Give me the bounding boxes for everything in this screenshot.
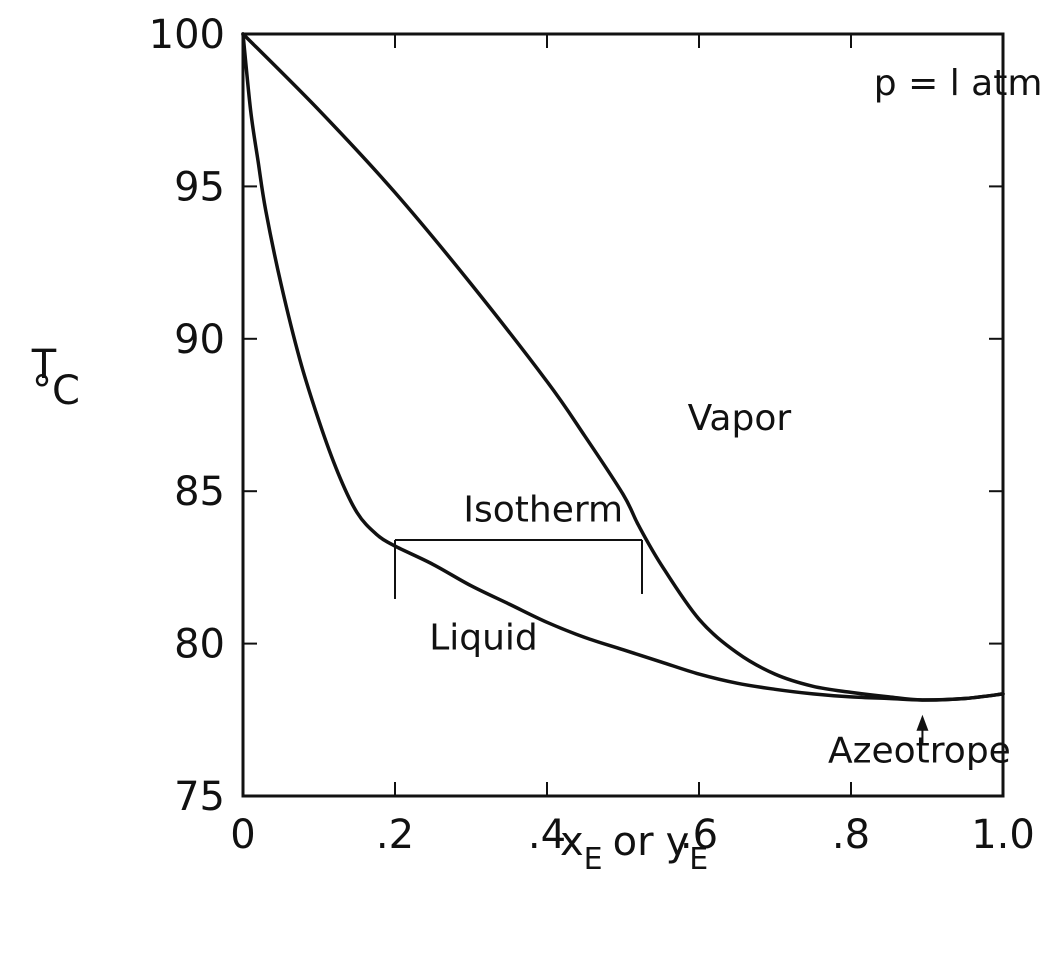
x-axis-title-x: x xyxy=(560,819,584,865)
y-tick-label: 100 xyxy=(149,12,225,58)
y-tick-label: 75 xyxy=(174,774,225,820)
tick-labels: 0 .2 .4 .6 .8 1.0 75 80 85 90 95 100 xyxy=(149,12,1035,858)
y-tick-label: 95 xyxy=(174,164,225,210)
x-tick-label: .8 xyxy=(832,812,870,858)
x-axis-title-or: or xyxy=(613,819,654,865)
x-axis-title-sub: E xyxy=(584,842,603,877)
annotations: p = l atm Vapor Isotherm Liquid Azeotrope xyxy=(429,63,1042,772)
x-tick-label: .4 xyxy=(528,812,566,858)
plot-area xyxy=(241,32,1005,798)
azeotrope-arrow-head xyxy=(916,714,929,731)
y-tick-label: 80 xyxy=(174,622,225,668)
annotation-azeotrope: Azeotrope xyxy=(828,730,1011,771)
y-tick-label: 85 xyxy=(174,469,225,515)
annotation-liquid: Liquid xyxy=(429,618,538,659)
plot-frame xyxy=(241,32,1005,798)
series-line-liquid xyxy=(241,32,1005,702)
annotation-isotherm: Isotherm xyxy=(463,490,623,531)
y-tick-label: 90 xyxy=(174,317,225,363)
x-tick-label: .6 xyxy=(680,812,718,858)
y-axis-title-line1: T xyxy=(31,342,57,388)
x-tick-label: 0 xyxy=(230,812,255,858)
curves xyxy=(241,32,1005,702)
annotation-pressure: p = l atm xyxy=(874,63,1043,104)
y-axis-title-line2: °C xyxy=(32,368,80,414)
x-tick-label: .2 xyxy=(376,812,414,858)
series-line-vapor xyxy=(241,32,1005,702)
annotation-vapor: Vapor xyxy=(688,398,792,439)
x-axis-title-sub2: E xyxy=(689,842,708,877)
x-axis-title-y: y xyxy=(666,819,690,865)
axis-ticks xyxy=(242,33,1004,797)
x-tick-label: 1.0 xyxy=(971,812,1035,858)
x-axis-title: xE or yE xyxy=(560,819,708,877)
